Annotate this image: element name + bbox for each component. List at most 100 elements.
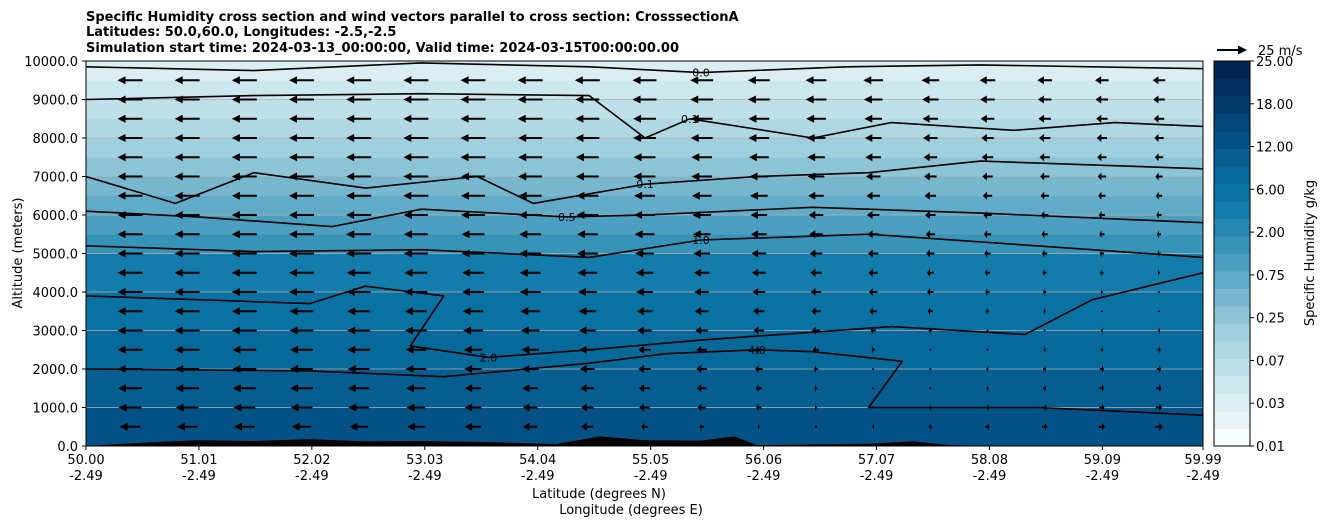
colorbar-segment-15 (1214, 166, 1250, 184)
wind-vector-head (518, 191, 527, 200)
humidity-band-13 (86, 80, 1203, 100)
wind-vector-9-14 (926, 249, 935, 258)
wind-vector-head (696, 384, 702, 393)
wind-vector-head (1100, 288, 1102, 296)
wind-vector-11-1 (174, 211, 200, 219)
wind-vector-11-5 (403, 211, 428, 219)
wind-vector-0-12 (815, 425, 817, 428)
wind-vector-5-15 (986, 329, 989, 332)
wind-vector-5-1 (174, 326, 200, 335)
wind-vector-18-14 (921, 76, 940, 85)
wind-vector-head (755, 365, 759, 373)
wind-vector-head (346, 153, 355, 162)
colorbar-tick-label-3: 0.25 (1256, 312, 1285, 327)
wind-vector-3-6 (464, 365, 482, 373)
wind-vector-9-11 (751, 249, 767, 258)
wind-vector-12-0 (117, 191, 143, 200)
wind-vector-5-17 (1100, 326, 1103, 335)
wind-vector-head (985, 288, 988, 296)
wind-vector-head (1044, 345, 1046, 354)
wind-vector-15-17 (1096, 134, 1108, 142)
wind-vector-head (866, 191, 873, 200)
colorbar-segment-13 (1214, 201, 1250, 219)
wind-vector-head (813, 365, 816, 373)
wind-vector-head (346, 230, 355, 239)
y-tick-label-7: 7000.0 (33, 171, 79, 186)
wind-vector-0-8 (581, 422, 594, 431)
wind-vector-head (289, 191, 298, 200)
wind-vector-1-8 (581, 403, 594, 412)
wind-vector-18-17 (1095, 76, 1109, 85)
wind-vector-5-3 (289, 326, 314, 335)
colorbar-tick-label-2: 0.07 (1256, 354, 1285, 369)
wind-vector-16-4 (346, 114, 372, 123)
colorbar-segment-14 (1214, 183, 1250, 202)
wind-vector-1-0 (118, 403, 142, 412)
wind-vector-9-7 (519, 249, 542, 258)
wind-vector-head (405, 365, 414, 373)
wind-vector-head (747, 76, 756, 85)
wind-vector-0-14 (928, 422, 932, 431)
wind-vector-6-16 (1043, 307, 1046, 316)
wind-vector-12-17 (1098, 191, 1106, 200)
wind-vector-12-12 (808, 191, 824, 200)
wind-vector-13-17 (1097, 172, 1106, 181)
wind-vector-4-3 (290, 345, 313, 354)
wind-vector-8-7 (519, 268, 541, 277)
colorbar-segment-8 (1214, 288, 1250, 307)
wind-vector-16-11 (748, 114, 770, 123)
wind-vector-4-4 (347, 345, 371, 354)
wind-vector-2-6 (464, 384, 482, 393)
wind-vector-7-10 (694, 288, 709, 296)
wind-vector-head (174, 172, 183, 181)
humidity-band-6 (86, 215, 1203, 235)
wind-vector-dot (872, 368, 875, 370)
wind-vector-1-2 (233, 403, 256, 412)
wind-vector-2-5 (405, 384, 426, 393)
wind-vector-11-18 (1156, 211, 1162, 219)
wind-vector-14-9 (633, 153, 656, 162)
y-tick-label-1: 1000.0 (33, 402, 79, 417)
wind-vector-9-16 (1042, 249, 1048, 258)
wind-vector-head (231, 114, 240, 123)
wind-vector-6-10 (694, 307, 709, 316)
wind-vector-head (864, 114, 873, 123)
wind-vector-head (641, 422, 645, 431)
y-tick-label-9: 9000.0 (33, 94, 79, 109)
wind-vector-head (639, 403, 644, 412)
wind-vector-head (1096, 114, 1102, 123)
wind-vector-3-7 (521, 365, 539, 373)
wind-vector-head (346, 268, 355, 277)
wind-vector-dot (929, 387, 932, 390)
wind-vector-head (231, 326, 240, 335)
humidity-band-7 (86, 195, 1203, 216)
wind-vector-1-18 (1155, 403, 1163, 412)
wind-vector-head (346, 211, 355, 219)
wind-vector-10-5 (403, 230, 428, 239)
wind-vector-17-12 (805, 95, 827, 104)
wind-vector-head (117, 249, 126, 258)
wind-vector-head (460, 76, 469, 85)
wind-vector-11-12 (808, 211, 824, 219)
wind-vector-18-16 (1037, 76, 1052, 85)
wind-vector-head (174, 76, 183, 85)
wind-vector-head (1159, 365, 1162, 373)
wind-vector-head (347, 384, 356, 393)
wind-vector-dot (929, 368, 932, 370)
wind-vector-7-4 (346, 288, 371, 296)
wind-vector-head (232, 365, 241, 373)
wind-vector-head (117, 326, 126, 335)
wind-vector-head (461, 211, 470, 219)
wind-vector-4-9 (638, 345, 651, 354)
wind-vector-head (117, 191, 126, 200)
wind-vector-15-11 (748, 134, 770, 142)
wind-vector-head (575, 172, 584, 181)
x-tick-label-lon-0: -2.49 (69, 469, 103, 484)
wind-vector-head (1159, 422, 1163, 431)
wind-vector-15-15 (981, 134, 994, 142)
wind-vector-16-16 (1038, 114, 1051, 123)
wind-vector-2-9 (638, 384, 651, 393)
wind-vector-head (810, 268, 816, 277)
wind-vector-17-10 (690, 95, 714, 104)
wind-vector-dot (872, 387, 875, 390)
